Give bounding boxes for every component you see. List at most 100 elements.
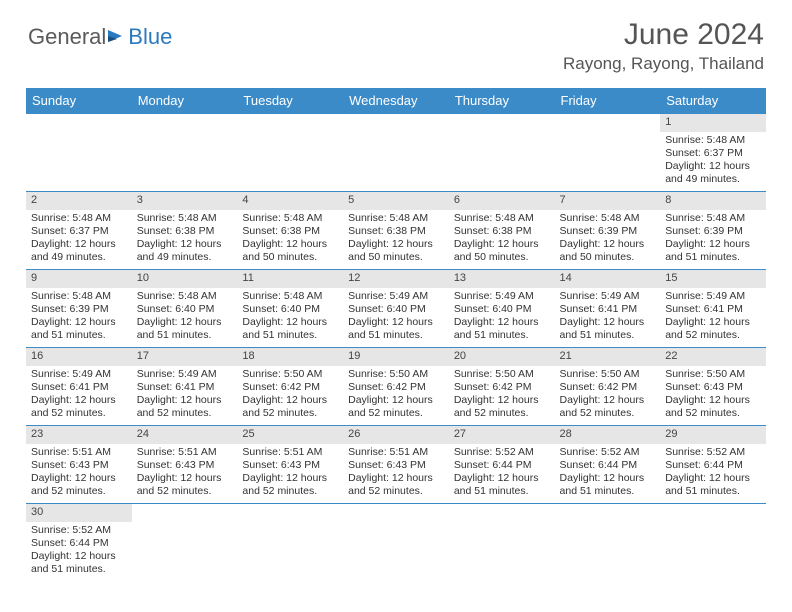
day-number: 23 xyxy=(26,426,132,444)
sunset-line: Sunset: 6:38 PM xyxy=(348,225,444,238)
sunrise-line: Sunrise: 5:48 AM xyxy=(665,212,761,225)
weekday-header: Monday xyxy=(132,88,238,114)
day-cell: 10Sunrise: 5:48 AMSunset: 6:40 PMDayligh… xyxy=(132,270,238,348)
daylight-line: Daylight: 12 hours and 49 minutes. xyxy=(137,238,233,264)
day-info: Sunrise: 5:52 AMSunset: 6:44 PMDaylight:… xyxy=(660,444,766,503)
day-number: 29 xyxy=(660,426,766,444)
day-info: Sunrise: 5:50 AMSunset: 6:42 PMDaylight:… xyxy=(343,366,449,425)
day-cell: 25Sunrise: 5:51 AMSunset: 6:43 PMDayligh… xyxy=(237,426,343,504)
daylight-line: Daylight: 12 hours and 52 minutes. xyxy=(137,472,233,498)
day-info: Sunrise: 5:48 AMSunset: 6:38 PMDaylight:… xyxy=(449,210,555,269)
title-block: June 2024 Rayong, Rayong, Thailand xyxy=(563,18,764,74)
calendar-row: 2Sunrise: 5:48 AMSunset: 6:37 PMDaylight… xyxy=(26,192,766,270)
daylight-line: Daylight: 12 hours and 50 minutes. xyxy=(560,238,656,264)
daylight-line: Daylight: 12 hours and 50 minutes. xyxy=(454,238,550,264)
weekday-header: Thursday xyxy=(449,88,555,114)
daylight-line: Daylight: 12 hours and 52 minutes. xyxy=(242,394,338,420)
sunset-line: Sunset: 6:41 PM xyxy=(137,381,233,394)
sunrise-line: Sunrise: 5:50 AM xyxy=(242,368,338,381)
daylight-line: Daylight: 12 hours and 51 minutes. xyxy=(348,316,444,342)
day-number: 8 xyxy=(660,192,766,210)
day-info: Sunrise: 5:48 AMSunset: 6:39 PMDaylight:… xyxy=(555,210,661,269)
day-number: 14 xyxy=(555,270,661,288)
calendar-body: 1Sunrise: 5:48 AMSunset: 6:37 PMDaylight… xyxy=(26,114,766,582)
daylight-line: Daylight: 12 hours and 50 minutes. xyxy=(242,238,338,264)
day-info: Sunrise: 5:49 AMSunset: 6:41 PMDaylight:… xyxy=(132,366,238,425)
day-cell: 5Sunrise: 5:48 AMSunset: 6:38 PMDaylight… xyxy=(343,192,449,270)
sunset-line: Sunset: 6:39 PM xyxy=(665,225,761,238)
day-info: Sunrise: 5:48 AMSunset: 6:38 PMDaylight:… xyxy=(343,210,449,269)
sunset-line: Sunset: 6:44 PM xyxy=(454,459,550,472)
day-cell: 30Sunrise: 5:52 AMSunset: 6:44 PMDayligh… xyxy=(26,504,132,582)
sunset-line: Sunset: 6:41 PM xyxy=(560,303,656,316)
sunset-line: Sunset: 6:44 PM xyxy=(31,537,127,550)
day-info: Sunrise: 5:49 AMSunset: 6:40 PMDaylight:… xyxy=(449,288,555,347)
daylight-line: Daylight: 12 hours and 51 minutes. xyxy=(454,316,550,342)
sunrise-line: Sunrise: 5:51 AM xyxy=(137,446,233,459)
day-number: 25 xyxy=(237,426,343,444)
day-number: 21 xyxy=(555,348,661,366)
day-info: Sunrise: 5:48 AMSunset: 6:37 PMDaylight:… xyxy=(660,132,766,191)
sunrise-line: Sunrise: 5:49 AM xyxy=(665,290,761,303)
day-cell: 27Sunrise: 5:52 AMSunset: 6:44 PMDayligh… xyxy=(449,426,555,504)
sunrise-line: Sunrise: 5:49 AM xyxy=(348,290,444,303)
day-cell: 4Sunrise: 5:48 AMSunset: 6:38 PMDaylight… xyxy=(237,192,343,270)
sunset-line: Sunset: 6:39 PM xyxy=(560,225,656,238)
weekday-header: Tuesday xyxy=(237,88,343,114)
day-info: Sunrise: 5:48 AMSunset: 6:38 PMDaylight:… xyxy=(132,210,238,269)
sunset-line: Sunset: 6:42 PM xyxy=(454,381,550,394)
day-info: Sunrise: 5:50 AMSunset: 6:42 PMDaylight:… xyxy=(555,366,661,425)
daylight-line: Daylight: 12 hours and 51 minutes. xyxy=(560,472,656,498)
day-cell: 19Sunrise: 5:50 AMSunset: 6:42 PMDayligh… xyxy=(343,348,449,426)
day-number: 18 xyxy=(237,348,343,366)
empty-cell xyxy=(449,504,555,582)
sunset-line: Sunset: 6:42 PM xyxy=(560,381,656,394)
calendar-row: 9Sunrise: 5:48 AMSunset: 6:39 PMDaylight… xyxy=(26,270,766,348)
day-cell: 1Sunrise: 5:48 AMSunset: 6:37 PMDaylight… xyxy=(660,114,766,192)
day-cell: 13Sunrise: 5:49 AMSunset: 6:40 PMDayligh… xyxy=(449,270,555,348)
day-number: 4 xyxy=(237,192,343,210)
day-number: 16 xyxy=(26,348,132,366)
empty-cell xyxy=(132,114,238,192)
sunset-line: Sunset: 6:40 PM xyxy=(137,303,233,316)
sunrise-line: Sunrise: 5:48 AM xyxy=(137,212,233,225)
empty-cell xyxy=(555,504,661,582)
day-cell: 11Sunrise: 5:48 AMSunset: 6:40 PMDayligh… xyxy=(237,270,343,348)
day-cell: 28Sunrise: 5:52 AMSunset: 6:44 PMDayligh… xyxy=(555,426,661,504)
day-cell: 9Sunrise: 5:48 AMSunset: 6:39 PMDaylight… xyxy=(26,270,132,348)
day-cell: 20Sunrise: 5:50 AMSunset: 6:42 PMDayligh… xyxy=(449,348,555,426)
sunset-line: Sunset: 6:44 PM xyxy=(665,459,761,472)
empty-cell xyxy=(237,504,343,582)
daylight-line: Daylight: 12 hours and 49 minutes. xyxy=(31,238,127,264)
sunset-line: Sunset: 6:43 PM xyxy=(665,381,761,394)
daylight-line: Daylight: 12 hours and 51 minutes. xyxy=(665,238,761,264)
day-number: 6 xyxy=(449,192,555,210)
month-title: June 2024 xyxy=(563,18,764,52)
daylight-line: Daylight: 12 hours and 51 minutes. xyxy=(454,472,550,498)
day-info: Sunrise: 5:48 AMSunset: 6:39 PMDaylight:… xyxy=(660,210,766,269)
day-cell: 6Sunrise: 5:48 AMSunset: 6:38 PMDaylight… xyxy=(449,192,555,270)
sunset-line: Sunset: 6:38 PM xyxy=(137,225,233,238)
sunrise-line: Sunrise: 5:48 AM xyxy=(31,290,127,303)
day-cell: 2Sunrise: 5:48 AMSunset: 6:37 PMDaylight… xyxy=(26,192,132,270)
daylight-line: Daylight: 12 hours and 52 minutes. xyxy=(348,394,444,420)
sunset-line: Sunset: 6:44 PM xyxy=(560,459,656,472)
logo-text-b: Blue xyxy=(128,24,172,50)
sunrise-line: Sunrise: 5:51 AM xyxy=(242,446,338,459)
day-number: 22 xyxy=(660,348,766,366)
day-info: Sunrise: 5:50 AMSunset: 6:42 PMDaylight:… xyxy=(449,366,555,425)
daylight-line: Daylight: 12 hours and 51 minutes. xyxy=(665,472,761,498)
empty-cell xyxy=(449,114,555,192)
day-cell: 12Sunrise: 5:49 AMSunset: 6:40 PMDayligh… xyxy=(343,270,449,348)
day-info: Sunrise: 5:49 AMSunset: 6:41 PMDaylight:… xyxy=(26,366,132,425)
logo-text-a: General xyxy=(28,24,106,50)
day-info: Sunrise: 5:48 AMSunset: 6:38 PMDaylight:… xyxy=(237,210,343,269)
day-info: Sunrise: 5:48 AMSunset: 6:37 PMDaylight:… xyxy=(26,210,132,269)
sunset-line: Sunset: 6:43 PM xyxy=(242,459,338,472)
day-number: 2 xyxy=(26,192,132,210)
day-number: 27 xyxy=(449,426,555,444)
empty-cell xyxy=(343,504,449,582)
day-cell: 29Sunrise: 5:52 AMSunset: 6:44 PMDayligh… xyxy=(660,426,766,504)
empty-cell xyxy=(26,114,132,192)
daylight-line: Daylight: 12 hours and 52 minutes. xyxy=(137,394,233,420)
